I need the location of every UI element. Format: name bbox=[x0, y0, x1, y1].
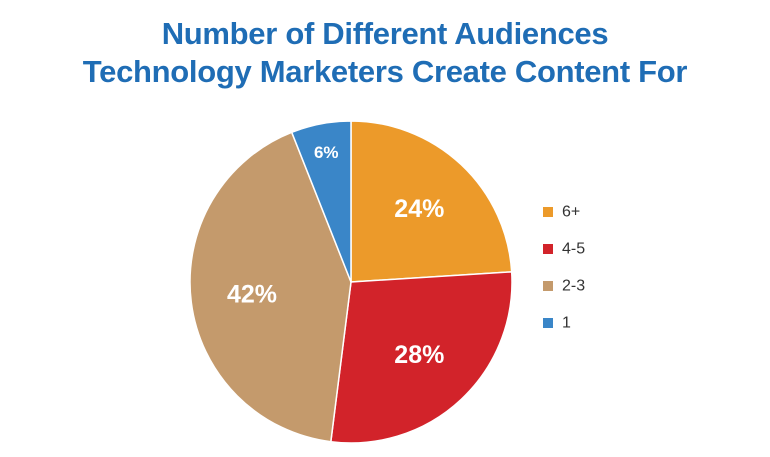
pie-slice-labels: 24% 28% 42% 6% bbox=[227, 143, 444, 369]
legend: 6+ 4-5 2-3 1 bbox=[543, 204, 585, 332]
legend-label-6+: 6+ bbox=[562, 204, 580, 221]
chart-title-line-2: Technology Marketers Create Content For bbox=[82, 54, 688, 89]
legend-swatch-6+ bbox=[543, 207, 553, 217]
pie-slice-4-5 bbox=[329, 271, 513, 444]
slice-value-label-1: 6% bbox=[314, 143, 339, 162]
legend-swatch-4-5 bbox=[543, 244, 553, 254]
slice-value-label-2-3: 42% bbox=[227, 281, 277, 309]
pie-slices bbox=[189, 120, 513, 444]
legend-label-4-5: 4-5 bbox=[562, 241, 585, 258]
legend-label-1: 1 bbox=[562, 315, 571, 332]
legend-swatch-1 bbox=[543, 318, 553, 328]
slice-value-label-4-5: 28% bbox=[394, 341, 444, 369]
pie-slice-2-3 bbox=[189, 131, 352, 443]
legend-swatch-2-3 bbox=[543, 281, 553, 291]
legend-label-2-3: 2-3 bbox=[562, 278, 585, 295]
slice-value-label-6+: 24% bbox=[394, 195, 444, 223]
pie-slice-1 bbox=[290, 120, 352, 283]
pie-slice-6+ bbox=[350, 120, 513, 283]
chart-title-line-1: Number of Different Audiences bbox=[161, 16, 609, 51]
